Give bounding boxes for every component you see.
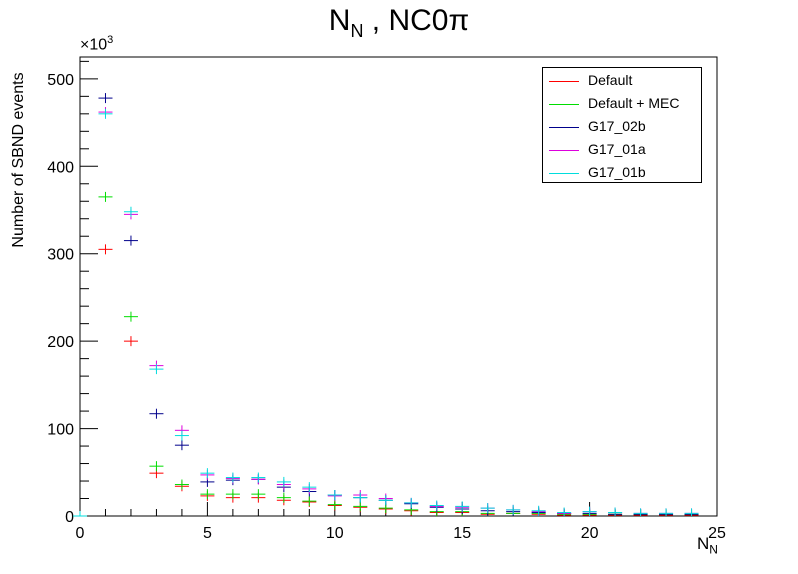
y-tick-label: 400 bbox=[47, 159, 74, 176]
x-tick-label: 0 bbox=[76, 525, 85, 542]
legend-label: G17_01b bbox=[588, 164, 646, 180]
x-tick-label: 15 bbox=[453, 525, 471, 542]
legend: Default Default + MEC G17_02b G17_01a G17_01… bbox=[542, 67, 702, 183]
legend-item: G17_01a bbox=[543, 139, 703, 161]
legend-label: G17_02b bbox=[588, 118, 646, 134]
legend-label: Default + MEC bbox=[588, 95, 680, 111]
x-axis-label: NN bbox=[697, 534, 718, 557]
legend-item: G17_02b bbox=[543, 116, 703, 138]
y-axis-multiplier: ×103 bbox=[80, 34, 114, 54]
legend-line bbox=[549, 81, 579, 82]
legend-label: Default bbox=[588, 72, 633, 88]
y-tick-label: 0 bbox=[65, 509, 74, 526]
x-tick-label: 5 bbox=[203, 525, 212, 542]
y-tick-label: 500 bbox=[47, 72, 74, 89]
legend-line bbox=[549, 150, 579, 151]
x-tick-label: 20 bbox=[581, 525, 599, 542]
x-tick-label: 25 bbox=[708, 525, 726, 542]
plot-frame bbox=[79, 56, 718, 517]
legend-line bbox=[549, 104, 579, 105]
chart-title: NN , NC0π bbox=[328, 4, 470, 41]
legend-line bbox=[549, 127, 579, 128]
legend-item: G17_01b bbox=[543, 162, 703, 184]
legend-item: Default + MEC bbox=[543, 93, 703, 115]
legend-line bbox=[549, 173, 579, 174]
x-tick-label: 10 bbox=[326, 525, 344, 542]
legend-item: Default bbox=[543, 70, 703, 92]
legend-label: G17_01a bbox=[588, 141, 646, 157]
y-tick-label: 200 bbox=[47, 334, 74, 351]
y-tick-label: 300 bbox=[47, 247, 74, 264]
y-axis-label: Number of SBND events bbox=[10, 72, 27, 248]
y-tick-label: 100 bbox=[47, 422, 74, 439]
